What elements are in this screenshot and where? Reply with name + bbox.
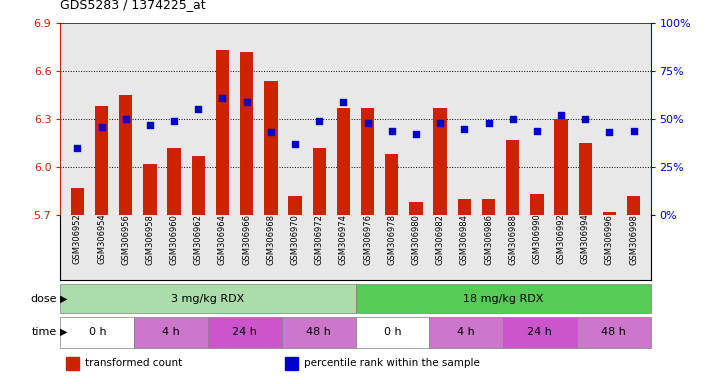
Point <box>483 120 494 126</box>
Text: ▶: ▶ <box>60 327 68 337</box>
Bar <box>555 119 567 215</box>
Point <box>628 127 639 134</box>
Text: 0 h: 0 h <box>383 327 401 337</box>
Bar <box>410 202 422 215</box>
Point <box>555 112 567 118</box>
Point <box>338 99 349 105</box>
Bar <box>282 317 356 348</box>
Bar <box>313 148 326 215</box>
Bar <box>264 81 277 215</box>
Text: 4 h: 4 h <box>162 327 180 337</box>
Point <box>507 116 518 122</box>
Bar <box>119 95 132 215</box>
Point <box>314 118 325 124</box>
Bar <box>627 196 641 215</box>
Point <box>434 120 446 126</box>
Bar <box>603 212 616 215</box>
Bar <box>134 317 208 348</box>
Bar <box>144 164 156 215</box>
Point <box>604 129 615 136</box>
Text: 0 h: 0 h <box>88 327 106 337</box>
Bar <box>66 357 80 370</box>
Bar <box>192 156 205 215</box>
Bar <box>168 148 181 215</box>
Bar <box>385 154 398 215</box>
Bar <box>458 199 471 215</box>
Bar <box>289 196 301 215</box>
Point <box>72 145 83 151</box>
Bar <box>337 108 350 215</box>
Point <box>144 122 156 128</box>
Point <box>289 141 301 147</box>
Text: GDS5283 / 1374225_at: GDS5283 / 1374225_at <box>60 0 206 12</box>
Point <box>217 95 228 101</box>
Point <box>386 127 397 134</box>
Bar <box>579 143 592 215</box>
Point <box>531 127 542 134</box>
Bar <box>208 317 282 348</box>
Bar <box>361 108 374 215</box>
Point <box>579 116 591 122</box>
Bar <box>356 284 651 313</box>
Text: 24 h: 24 h <box>528 327 552 337</box>
Point <box>193 106 204 113</box>
Point <box>96 124 107 130</box>
Point <box>241 99 252 105</box>
Point <box>169 118 180 124</box>
Text: 3 mg/kg RDX: 3 mg/kg RDX <box>171 293 245 304</box>
Bar <box>216 50 229 215</box>
Text: 24 h: 24 h <box>232 327 257 337</box>
Bar <box>530 194 543 215</box>
Bar <box>503 317 577 348</box>
Text: 4 h: 4 h <box>457 327 475 337</box>
Bar <box>506 140 519 215</box>
Point <box>410 131 422 137</box>
Point <box>362 120 373 126</box>
Bar <box>577 317 651 348</box>
Text: 18 mg/kg RDX: 18 mg/kg RDX <box>463 293 543 304</box>
Bar <box>284 357 298 370</box>
Bar <box>60 317 134 348</box>
Bar <box>482 199 495 215</box>
Text: transformed count: transformed count <box>85 358 183 369</box>
Text: percentile rank within the sample: percentile rank within the sample <box>304 358 479 369</box>
Bar <box>60 284 356 313</box>
Bar <box>429 317 503 348</box>
Point <box>120 116 132 122</box>
Bar <box>70 188 84 215</box>
Bar <box>434 108 447 215</box>
Text: 48 h: 48 h <box>306 327 331 337</box>
Text: time: time <box>31 327 57 337</box>
Point <box>459 126 470 132</box>
Bar <box>356 317 429 348</box>
Text: dose: dose <box>31 293 57 304</box>
Text: ▶: ▶ <box>60 293 68 304</box>
Bar <box>240 52 253 215</box>
Point <box>265 129 277 136</box>
Text: 48 h: 48 h <box>602 327 626 337</box>
Bar <box>95 106 108 215</box>
